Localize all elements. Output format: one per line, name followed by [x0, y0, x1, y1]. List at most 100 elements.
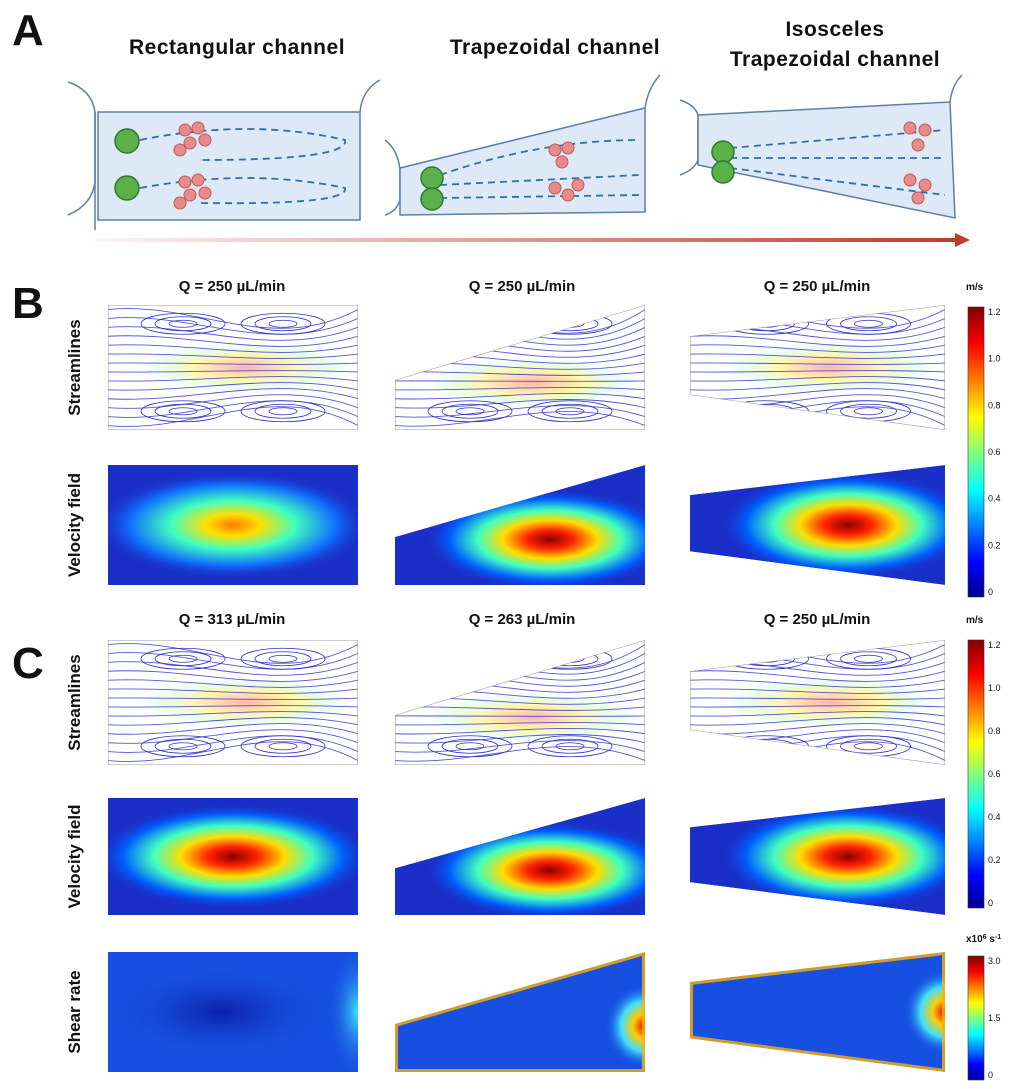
core [427, 692, 638, 743]
streamlines-map [395, 305, 645, 430]
unit-part: 6 [983, 934, 987, 941]
vortex [154, 738, 212, 754]
vortex [427, 312, 513, 335]
streamlines-map [690, 640, 945, 765]
core [140, 342, 351, 393]
streamline [690, 679, 945, 688]
velocity-map [108, 798, 358, 915]
vortex [441, 651, 499, 667]
column-title: Trapezoidal channel [450, 36, 660, 59]
unit-part: x10 [966, 934, 983, 945]
streamline [690, 670, 945, 682]
colorbar-tick: 1.2 [988, 307, 1001, 317]
streamline [108, 382, 358, 391]
streamline [690, 697, 945, 700]
vortex [168, 742, 198, 751]
streamline [690, 388, 945, 400]
colorbar-tick: 0.6 [988, 447, 1001, 457]
streamline [108, 670, 358, 682]
streamline [395, 746, 645, 762]
vortex [541, 738, 599, 754]
vortex [455, 654, 485, 663]
core [723, 677, 938, 728]
unit-part: m/s [966, 282, 984, 293]
colorbar-tick: 0.8 [988, 726, 1001, 736]
vortex [268, 407, 298, 416]
streamlines-map [690, 305, 945, 430]
streamlines-map [108, 640, 358, 765]
vortex [854, 319, 883, 328]
streamline [108, 735, 358, 753]
streamline [108, 723, 358, 735]
column-title: Isosceles [785, 18, 884, 41]
colorbar [967, 306, 985, 598]
wall-zone [395, 952, 645, 1072]
streamline [108, 370, 358, 373]
vortex [140, 647, 226, 670]
unit-part: s [987, 934, 996, 945]
vortex [168, 654, 198, 663]
colorbar-unit: x106 s-1 [966, 934, 1001, 946]
vortex [541, 403, 599, 419]
vortex [555, 742, 585, 751]
colorbar [967, 639, 985, 909]
streamline [108, 388, 358, 400]
hot-zone [425, 489, 645, 585]
flow-rate: Q = 250 µL/min [764, 611, 871, 628]
flow-rate: Q = 250 µL/min [179, 278, 286, 295]
row-label: Velocity field [65, 473, 84, 577]
streamlines-map [395, 640, 645, 765]
vortex [154, 403, 212, 419]
streamline [690, 717, 945, 726]
row-label: Shear rate [65, 970, 84, 1053]
row-label: Streamlines [65, 319, 84, 415]
streamline [108, 394, 358, 409]
edge-zone [605, 984, 645, 1069]
outline [395, 305, 645, 430]
colorbar-tick: 1.5 [988, 1013, 1001, 1023]
vortex [840, 651, 897, 667]
wall-zone [690, 952, 945, 1072]
streamline [395, 706, 645, 711]
streamline [108, 317, 358, 335]
vortex [240, 735, 326, 758]
hot-zone [720, 803, 945, 910]
hot-zone [425, 821, 645, 915]
vortex [254, 738, 312, 754]
vortex [268, 319, 298, 328]
streamline [108, 362, 358, 365]
vortex [441, 738, 499, 754]
vortex [254, 651, 312, 667]
velocity-map [690, 798, 945, 915]
streamline [395, 386, 645, 391]
streamline [395, 371, 645, 376]
colorbar-tick: 0 [988, 587, 993, 597]
vortex [752, 319, 781, 328]
core [723, 342, 938, 393]
colorbar-tick: 0.2 [988, 855, 1001, 865]
streamline [108, 697, 358, 700]
streamline [108, 717, 358, 726]
hot-zone [108, 803, 358, 910]
column-title: Rectangular channel [129, 36, 345, 59]
streamline [690, 723, 945, 735]
colorbar-tick: 0.4 [988, 812, 1001, 822]
hot-zone [720, 471, 945, 579]
vortex [427, 735, 513, 758]
hot-zone [108, 471, 358, 579]
vortex [840, 403, 897, 419]
outline [690, 640, 945, 765]
flow-rate: Q = 250 µL/min [764, 278, 871, 295]
streamline [690, 370, 945, 373]
streamline [690, 688, 945, 694]
panel-label: A [12, 6, 44, 55]
vortex [455, 407, 485, 416]
vortex [840, 316, 897, 332]
row-label: Streamlines [65, 654, 84, 750]
vortex [555, 654, 585, 663]
streamline [395, 405, 645, 418]
vortex [427, 400, 513, 423]
edge-zone [328, 952, 358, 1072]
vortex [555, 319, 585, 328]
colorbar-tick: 0.8 [988, 400, 1001, 410]
